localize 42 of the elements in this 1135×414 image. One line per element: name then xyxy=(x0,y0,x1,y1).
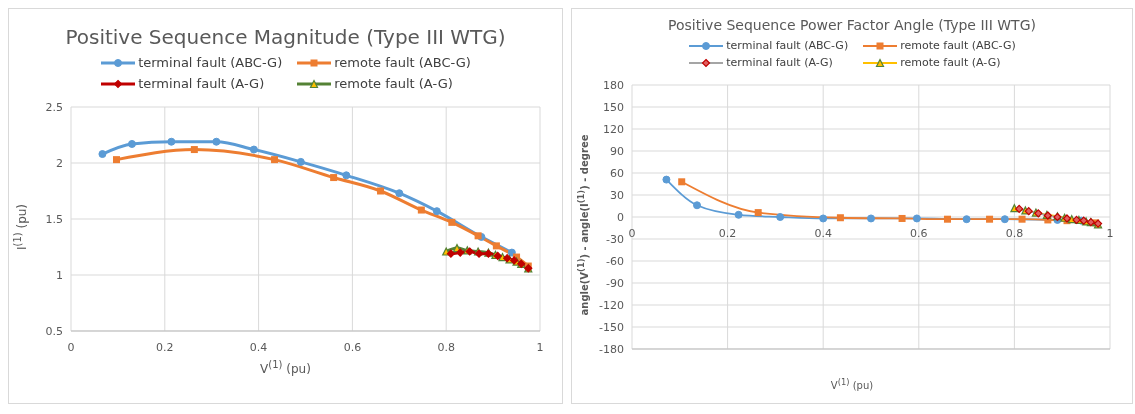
chart-title: Positive Sequence Magnitude (Type III WTG) xyxy=(64,25,507,49)
y-tick-label: 0.5 xyxy=(45,324,63,338)
x-tick-label: 1 xyxy=(1106,227,1114,240)
y-tick-label: 1.5 xyxy=(45,212,63,226)
y-tick-label: 120 xyxy=(603,122,624,136)
legend-label: terminal fault (ABC-G) xyxy=(726,39,849,52)
x-tick-label: 0.6 xyxy=(343,341,362,354)
y-tick-label: -180 xyxy=(599,342,624,356)
x-tick-label: 0.4 xyxy=(814,227,832,240)
x-axis-title: V$^{(1)}$ (pu) xyxy=(259,359,312,376)
x-tick-label: 0.2 xyxy=(156,341,174,354)
y-tick-label: -30 xyxy=(606,232,624,246)
legend-label: remote fault (ABC-G) xyxy=(900,39,1016,52)
legend-label: remote fault (ABC-G) xyxy=(334,55,471,70)
x-tick-label: 0.8 xyxy=(1005,227,1024,240)
x-tick-label: 0.6 xyxy=(910,227,928,240)
y-tick-label: -60 xyxy=(606,254,624,268)
y-tick-label: 150 xyxy=(603,100,624,114)
y-tick-label: -150 xyxy=(599,320,624,334)
y-tick-label: 90 xyxy=(610,144,624,158)
legend-label: terminal fault (ABC-G) xyxy=(138,55,283,70)
y-tick-label: -90 xyxy=(606,276,624,290)
y-tick-label: 0 xyxy=(617,210,624,224)
y-tick-label: 60 xyxy=(610,166,624,180)
legend-label: remote fault (A-G) xyxy=(900,56,1001,69)
legend-label: remote fault (A-G) xyxy=(334,76,453,91)
y-tick-label: 1 xyxy=(56,268,63,282)
y-tick-label: -120 xyxy=(599,298,624,312)
legend-label: terminal fault (A-G) xyxy=(138,76,265,91)
x-tick-label: 0.2 xyxy=(718,227,737,240)
y-tick-label: 2.5 xyxy=(45,100,63,114)
legend-label: terminal fault (A-G) xyxy=(726,56,833,69)
x-axis-title: V$^{(1)}$ (pu) xyxy=(829,377,875,392)
x-tick-label: 0.8 xyxy=(437,341,455,354)
chart-title: Positive Sequence Power Factor Angle (Type III WTG) xyxy=(667,17,1037,33)
x-tick-label: 0 xyxy=(628,227,636,240)
y-tick-label: 180 xyxy=(603,78,624,92)
x-tick-label: 0.4 xyxy=(249,341,268,354)
y-tick-label: 2 xyxy=(56,156,63,170)
y-tick-label: 30 xyxy=(610,188,624,202)
x-tick-label: 1 xyxy=(536,341,544,354)
x-tick-label: 0 xyxy=(67,341,75,354)
